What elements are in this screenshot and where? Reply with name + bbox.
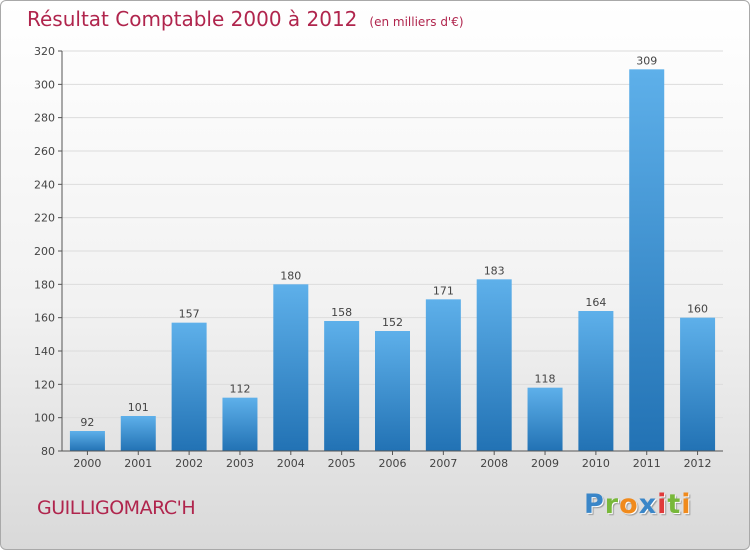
bar-value-label-2011: 309 (636, 54, 657, 67)
bar-value-label-2007: 171 (433, 284, 454, 297)
x-tick-label-2012: 2012 (684, 457, 712, 470)
x-tick-label-2007: 2007 (429, 457, 457, 470)
y-tick-label-240: 240 (34, 178, 55, 191)
y-tick-label-320: 320 (34, 45, 55, 58)
commune-name: GUILLIGOMARC'H (37, 497, 196, 519)
x-tick-label-2004: 2004 (277, 457, 305, 470)
y-tick-label-200: 200 (34, 245, 55, 258)
logo-letter-3: x (638, 489, 658, 520)
y-tick-label-280: 280 (34, 112, 55, 125)
bar-2000 (69, 431, 105, 451)
bar-2006 (375, 331, 410, 451)
x-tick-label-2006: 2006 (379, 457, 407, 470)
logo-letter-0: P (584, 489, 605, 520)
logo-letter-5: t (667, 489, 682, 520)
bar-2012 (680, 317, 716, 451)
title-text: Résultat Comptable 2000 à 2012 (27, 7, 358, 31)
y-tick-label-140: 140 (34, 345, 55, 358)
y-tick-label-220: 220 (34, 212, 55, 225)
y-tick-label-160: 160 (34, 312, 55, 325)
y-tick-label-100: 100 (34, 412, 55, 425)
bars (69, 69, 716, 451)
bar-2001 (120, 416, 156, 451)
bar-2009 (527, 387, 563, 451)
bar-2005 (324, 321, 360, 451)
proxiti-logo: Proxiti (584, 489, 692, 520)
y-tick-label-80: 80 (41, 445, 55, 458)
logo-letter-4: i (657, 489, 668, 520)
bar-value-label-2006: 152 (382, 316, 403, 329)
bar-2007 (425, 299, 461, 451)
x-tick-label-2001: 2001 (124, 457, 152, 470)
x-tick-label-2005: 2005 (328, 457, 356, 470)
y-tick-label-180: 180 (34, 278, 55, 291)
x-tick-label-2009: 2009 (531, 457, 559, 470)
unit-note: (en milliers d'€) (369, 15, 464, 29)
y-tick-label-120: 120 (34, 378, 55, 391)
bar-2002 (171, 322, 207, 451)
bar-2010 (578, 311, 614, 451)
bar-value-label-2010: 164 (585, 296, 606, 309)
labels: 80 100 120 140 160 180 200 220 240 260 280 300 320 92… (34, 45, 712, 470)
x-tick-label-2002: 2002 (175, 457, 203, 470)
bar-2011 (629, 69, 665, 451)
logo-letter-2: o (619, 489, 639, 520)
bar-value-label-2012: 160 (687, 303, 708, 316)
bar-2004 (273, 284, 309, 451)
bar-value-label-2002: 157 (179, 308, 200, 321)
bar-2008 (476, 279, 512, 451)
axes (58, 50, 723, 455)
x-tick-label-2003: 2003 (226, 457, 254, 470)
bar-2003 (222, 397, 258, 451)
y-tick-label-300: 300 (34, 78, 55, 91)
bar-value-label-2004: 180 (280, 269, 301, 282)
logo-letter-1: r (604, 489, 620, 520)
bar-value-label-2008: 183 (484, 264, 505, 277)
bar-value-label-2009: 118 (535, 373, 556, 386)
y-tick-label-260: 260 (34, 145, 55, 158)
x-tick-label-2000: 2000 (73, 457, 101, 470)
bar-value-label-2003: 112 (229, 383, 250, 396)
bar-value-label-2000: 92 (80, 416, 94, 429)
bar-value-label-2001: 101 (128, 401, 149, 414)
logo-letter-6: i (681, 489, 692, 520)
x-tick-label-2010: 2010 (582, 457, 610, 470)
x-tick-label-2008: 2008 (480, 457, 508, 470)
x-tick-label-2011: 2011 (633, 457, 661, 470)
chart-title: Résultat Comptable 2000 à 2012 (en millie… (27, 7, 464, 31)
bar-value-label-2005: 158 (331, 306, 352, 319)
